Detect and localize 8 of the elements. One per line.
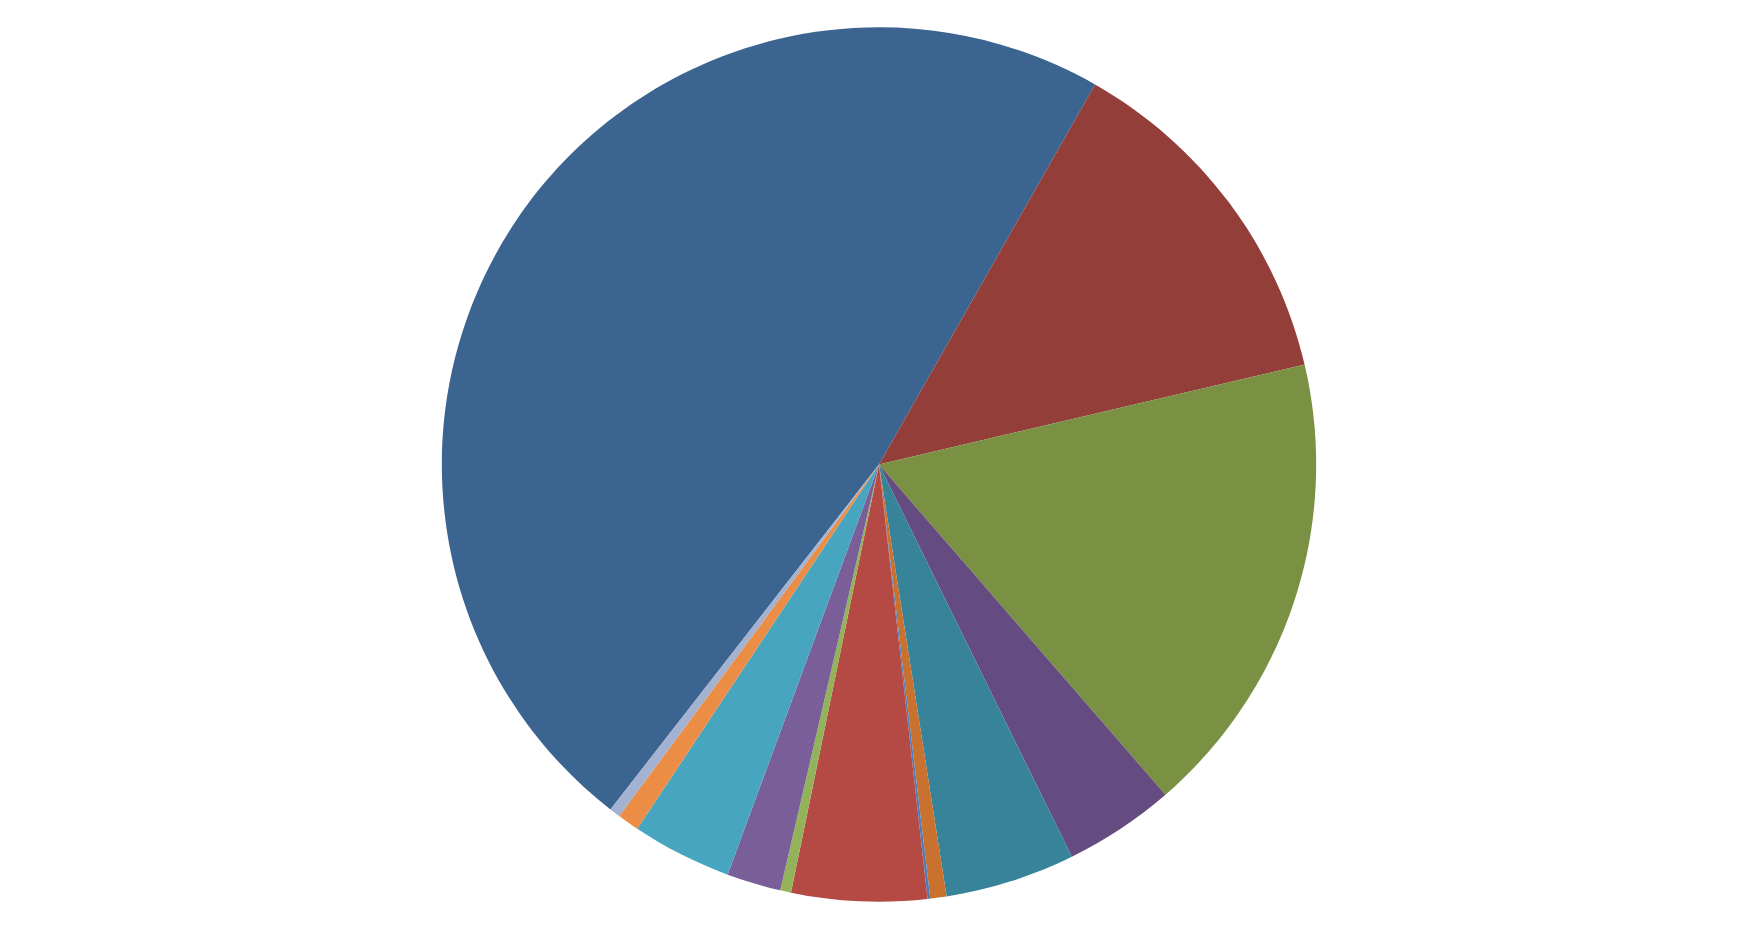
pie-slice [879,464,1072,897]
pie-slice [879,84,1305,465]
pie-slice [879,464,1166,857]
pie-slice [879,364,1317,795]
pie-slice [790,464,928,902]
pie-slice [442,27,1096,810]
pie-slice [727,464,879,891]
pie-slice [637,464,879,875]
